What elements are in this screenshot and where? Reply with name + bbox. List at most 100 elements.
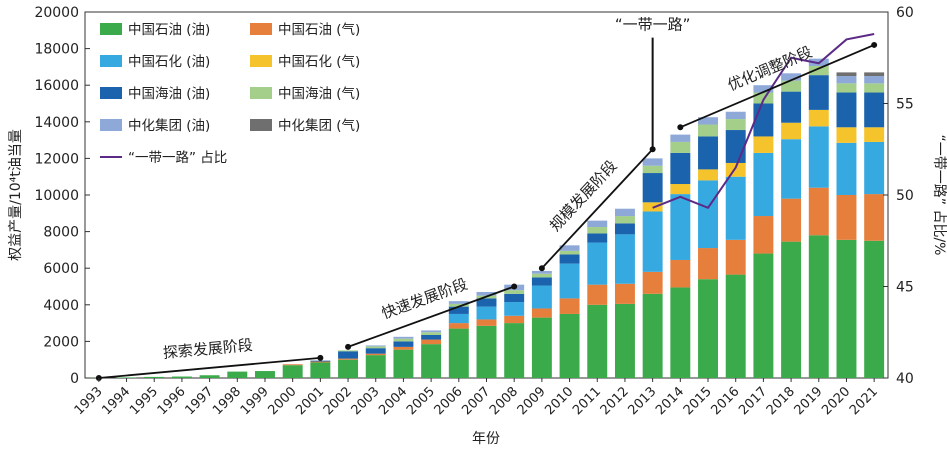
bar-segment-2002-s1 [338,359,358,360]
bar-segment-2020-s5 [837,83,857,92]
x-tick-label-1998: 1998 [210,384,244,418]
bar-segment-2005-s0 [421,344,441,378]
stage-dot-start-1 [345,344,351,350]
x-tick-label-2005: 2005 [404,384,438,418]
x-tick-label-2007: 2007 [459,384,493,418]
bar-segment-2011-s5 [587,227,607,233]
bar-segment-2014-s2 [670,194,690,260]
legend-label-1: 中国石油 (气) [278,22,360,38]
axes-group: 0200040006000800010000120001400016000180… [8,5,947,447]
bar-segment-2014-s6 [670,135,690,142]
bar-segment-2018-s1 [781,199,801,242]
y-tick-label-18000: 18000 [34,42,79,58]
bar-segment-2012-s5 [615,216,635,223]
stage-dot-end-0 [317,355,323,361]
legend-label-3: 中国石化 (气) [278,54,360,70]
bar-segment-2009-s5 [532,274,552,278]
bar-segment-2010-s1 [560,298,580,314]
y-tick-label-6000: 6000 [43,261,79,277]
bar-segment-2019-s3 [809,110,829,126]
bar-segment-1995-s0 [144,377,164,378]
bar-segment-2005-s1 [421,340,441,345]
y-tick-label-0: 0 [70,371,79,387]
x-tick-label-2003: 2003 [349,384,383,418]
bar-segment-2003-s0 [366,355,386,378]
bar-segment-2009-s6 [532,271,552,274]
bar-segment-2008-s1 [504,316,524,323]
legend-label-0: 中国石油 (油) [128,22,210,38]
bar-segment-2016-s1 [726,240,746,275]
bar-segment-1998-s0 [227,372,247,378]
x-tick-label-2021: 2021 [847,384,881,418]
legend-swatch-4 [100,87,122,99]
bar-segment-2015-s5 [698,125,718,137]
bar-segment-2013-s6 [643,158,663,165]
x-tick-label-1997: 1997 [182,384,216,418]
bar-segment-2021-s3 [864,127,884,142]
bar-segment-2011-s4 [587,233,607,242]
bar-segment-2020-s3 [837,127,857,143]
x-tick-label-2013: 2013 [625,384,659,418]
bar-segment-2004-s4 [393,341,413,346]
y-tick-label-14000: 14000 [34,115,79,131]
bar-segment-2011-s6 [587,221,607,227]
bar-segment-2012-s2 [615,234,635,283]
bar-segment-2015-s3 [698,169,718,180]
bar-segment-2021-s0 [864,241,884,378]
y2-tick-label-50: 50 [896,188,914,204]
bar-segment-2013-s4 [643,173,663,202]
bar-segment-1997-s0 [200,375,220,378]
y-tick-label-16000: 16000 [34,78,79,94]
bar-segment-2017-s2 [753,153,773,216]
x-tick-label-2000: 2000 [265,384,299,418]
bar-segment-2000-s0 [283,365,303,378]
y-axis-title: 权益产量/10⁴t油当量 [8,129,24,261]
x-tick-label-1993: 1993 [72,384,106,418]
x-tick-label-2004: 2004 [376,384,410,418]
bar-segment-2009-s2 [532,286,552,309]
legend-swatch-7 [250,119,272,131]
stage-dot-end-3 [871,42,877,48]
bar-segment-2016-s5 [726,119,746,130]
bar-segment-2007-s0 [477,326,497,378]
stage-label-0: 探索发展阶段 [162,336,253,362]
bar-segment-2011-s0 [587,305,607,378]
x-tick-label-2002: 2002 [321,384,355,418]
bar-segment-2010-s0 [560,314,580,378]
x-axis-title: 年份 [472,431,500,447]
x-tick-label-2017: 2017 [736,384,770,418]
bar-segment-2017-s1 [753,216,773,254]
bars-group [89,59,884,378]
bar-segment-2009-s4 [532,277,552,285]
x-tick-label-2016: 2016 [709,384,743,418]
bar-segment-2003-s1 [366,354,386,355]
stage-dot-start-3 [677,124,683,130]
bar-segment-2006-s4 [449,307,469,314]
bar-segment-2012-s4 [615,223,635,234]
y2-axis-title: “一带一路” 占比/% [931,135,947,256]
bar-segment-2015-s1 [698,248,718,279]
bar-segment-2002-s5 [338,350,358,351]
bar-segment-2014-s4 [670,153,690,184]
bar-segment-2014-s1 [670,260,690,287]
bar-segment-2021-s1 [864,194,884,241]
bar-segment-2001-s1 [310,362,330,363]
bar-segment-2013-s5 [643,166,663,173]
bar-segment-2002-s0 [338,360,358,378]
bar-segment-2004-s1 [393,347,413,350]
bar-segment-2014-s5 [670,142,690,153]
bar-segment-2020-s4 [837,93,857,128]
legend: 中国石油 (油)中国石油 (气)中国石化 (油)中国石化 (气)中国海油 (油)… [100,22,360,166]
x-tick-label-1996: 1996 [155,384,189,418]
bar-segment-2003-s6 [366,345,386,346]
bar-segment-2002-s4 [338,351,358,358]
bar-segment-2014-s0 [670,287,690,378]
bar-segment-2020-s2 [837,143,857,195]
bar-segment-2008-s4 [504,294,524,302]
bar-segment-2006-s1 [449,323,469,328]
legend-swatch-0 [100,23,122,35]
bar-segment-2016-s6 [726,112,746,119]
x-tick-label-1995: 1995 [127,384,161,418]
bar-segment-2004-s0 [393,350,413,378]
